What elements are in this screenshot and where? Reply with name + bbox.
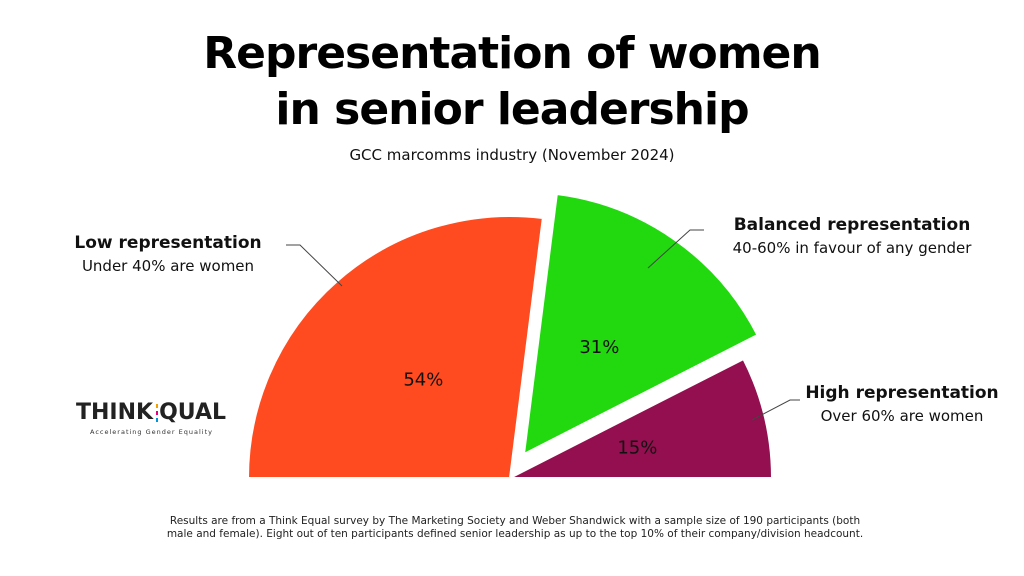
logo-word-qual: QUAL — [159, 400, 226, 425]
category-title: High representation — [805, 383, 998, 403]
page-title: Representation of women in senior leader… — [0, 26, 1024, 138]
pie-slice-high-representation — [509, 357, 774, 479]
footnote: Results are from a Think Equal survey by… — [120, 515, 910, 541]
pie-slice-low-representation — [246, 215, 544, 479]
slice-value-label: 15% — [617, 437, 657, 458]
logo-word-think: THINK — [76, 400, 154, 425]
category-description: 40-60% in favour of any gender — [733, 239, 973, 257]
think-equal-logo: THINK QUAL Accelerating Gender Equality — [76, 400, 226, 436]
footnote-line-1: Results are from a Think Equal survey by… — [169, 515, 861, 527]
leader-line — [647, 229, 704, 269]
title-line-1: Representation of women — [203, 28, 821, 79]
logo-e-icon — [155, 403, 159, 422]
leader-line — [286, 244, 343, 287]
leader-line — [751, 399, 800, 421]
logo-tagline: Accelerating Gender Equality — [90, 428, 213, 436]
subtitle: GCC marcomms industry (November 2024) — [349, 146, 675, 164]
logo-wordmark: THINK QUAL — [76, 400, 226, 425]
slice-value-label: 31% — [579, 337, 619, 358]
title-line-2: in senior leadership — [275, 84, 749, 135]
category-description: Under 40% are women — [82, 257, 254, 275]
category-title: Balanced representation — [734, 215, 971, 235]
category-description: Over 60% are women — [821, 407, 984, 425]
footnote-line-2: male and female). Eight out of ten parti… — [166, 528, 864, 540]
slice-value-label: 54% — [403, 370, 443, 391]
category-title: Low representation — [74, 233, 261, 253]
pie-slice-balanced-representation — [522, 192, 759, 456]
